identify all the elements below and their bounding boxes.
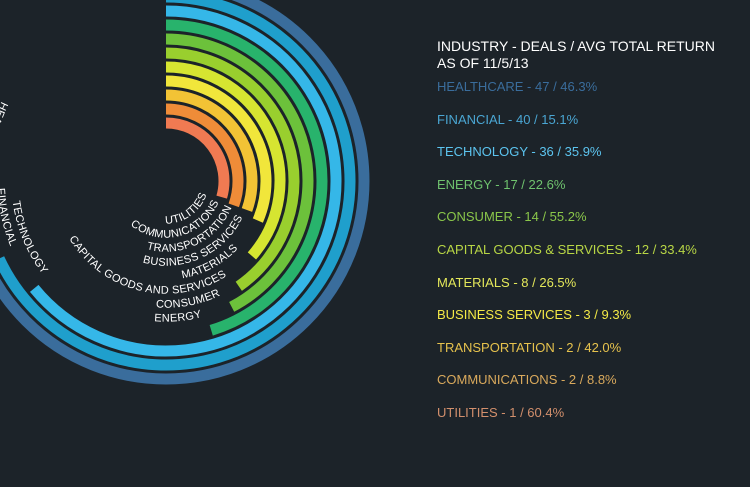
arc-bar-4 <box>165 19 328 336</box>
arc-bar-5 <box>165 33 314 312</box>
legend-item: ENERGY - 17 / 22.6% <box>437 176 566 192</box>
legend-item: BUSINESS SERVICES - 3 / 9.3% <box>437 307 632 323</box>
arc-label-1: HEALTHCARE <box>0 100 10 175</box>
legend-item: TRANSPORTATION - 2 / 42.0% <box>437 339 622 355</box>
legend-item: FINANCIAL - 40 / 15.1% <box>437 111 579 127</box>
arc-bar-10 <box>165 103 244 208</box>
arc-label-4: ENERGY <box>154 308 203 325</box>
legend-item: UTILITIES - 1 / 60.4% <box>437 404 565 420</box>
legend-item: CONSUMER - 14 / 55.2% <box>437 209 587 225</box>
arc-bar-1 <box>0 0 370 385</box>
legend-list: HEALTHCARE - 47 / 46.3% FINANCIAL - 40 / … <box>437 78 742 437</box>
arc-bar-8 <box>165 75 272 223</box>
legend-item: HEALTHCARE - 47 / 46.3% <box>437 79 598 94</box>
arc-bar-6 <box>165 47 300 291</box>
arc-bar-3 <box>29 5 342 357</box>
arc-bar-11 <box>165 117 230 199</box>
chart-subtitle: AS OF 11/5/13 <box>437 55 529 71</box>
legend-item: TECHNOLOGY - 36 / 35.9% <box>437 144 602 160</box>
arc-bar-7 <box>165 61 286 260</box>
legend-item: MATERIALS - 8 / 26.5% <box>437 274 577 290</box>
legend-item: CAPITAL GOODS & SERVICES - 12 / 33.4% <box>437 241 697 257</box>
arc-bar-2 <box>0 0 356 371</box>
radial-bar-chart: HEALTHCAREFINANCIALTECHNOLOGYENERGYCONSU… <box>0 0 370 385</box>
arc-bar-9 <box>165 89 258 212</box>
chart-legend: INDUSTRY - DEALS / AVG TOTAL RETURN AS O… <box>437 38 742 437</box>
chart-title: INDUSTRY - DEALS / AVG TOTAL RETURN <box>437 38 715 54</box>
legend-item: COMMUNICATIONS - 2 / 8.8% <box>437 372 617 388</box>
